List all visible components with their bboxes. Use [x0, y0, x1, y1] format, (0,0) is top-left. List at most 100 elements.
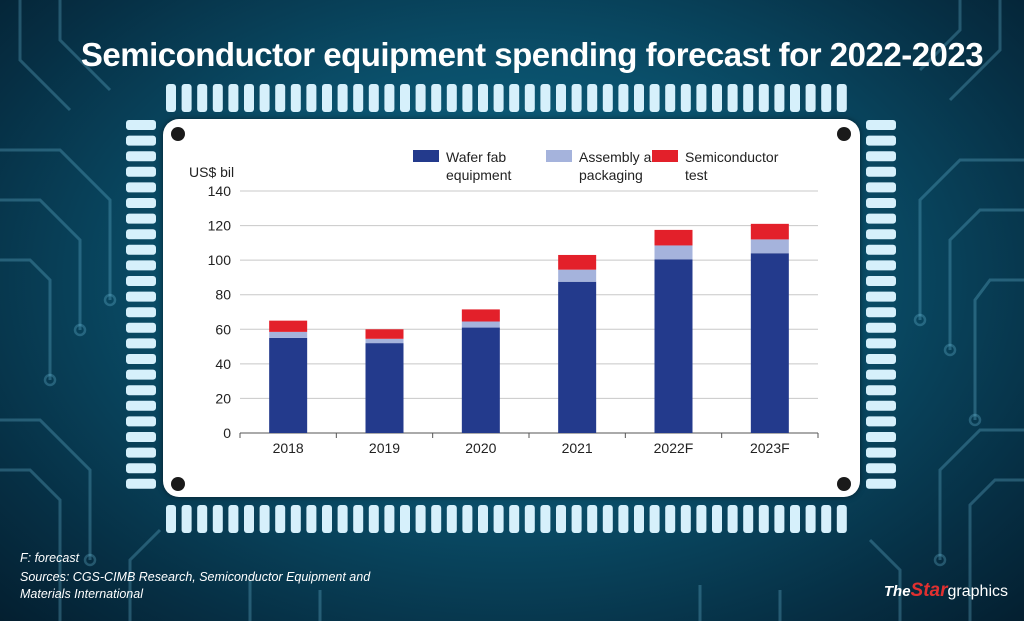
circuit-node: [83, 553, 97, 567]
chip-pin: [866, 276, 896, 286]
chip-pin: [478, 505, 488, 533]
chip-pin: [126, 400, 156, 411]
chip-pin: [866, 260, 896, 271]
chip-pin: [384, 84, 395, 112]
circuit-trace: [918, 158, 1024, 320]
chip-pin: [126, 260, 156, 271]
x-tick-label: 2023F: [750, 440, 790, 456]
chip-pin: [337, 505, 348, 533]
brand-logo: TheStargraphics: [884, 580, 1008, 602]
bar-segment: [558, 254, 597, 270]
chip-pin: [197, 84, 208, 112]
circuit-trace: [0, 148, 112, 300]
bar-segment: [461, 309, 500, 322]
chip-pin: [743, 505, 754, 533]
chip-pin: [415, 84, 426, 112]
y-tick-label: 20: [215, 390, 231, 406]
chip-pin: [126, 307, 156, 318]
chip-pin: [634, 84, 644, 112]
chip-pin: [634, 505, 644, 533]
legend-label: equipment: [446, 167, 511, 183]
chip-pin: [866, 478, 896, 489]
chip-pin: [126, 369, 156, 380]
chip-pin: [712, 505, 722, 533]
chip-pin: [774, 84, 785, 112]
circuit-trace: [868, 538, 902, 621]
legend-swatch: [652, 150, 678, 162]
chip-pin: [126, 135, 156, 146]
bar-segment: [365, 329, 404, 339]
circuit-trace: [968, 478, 1024, 621]
chip-pin: [166, 84, 176, 112]
chip-pin: [126, 182, 156, 193]
chip-pin: [126, 385, 156, 396]
chip-pin: [571, 505, 582, 533]
chip-pin: [866, 338, 896, 349]
chip-pin: [368, 84, 379, 112]
circuit-node: [43, 373, 57, 387]
bar-segment: [558, 269, 597, 282]
brand-the: The: [883, 583, 911, 600]
chip-pin: [602, 84, 613, 112]
chip-pin: [126, 244, 156, 255]
circuit-trace: [58, 0, 112, 92]
chip-pin: [866, 135, 896, 146]
circuit-node: [968, 413, 982, 427]
chip-pin: [821, 505, 832, 533]
circuit-trace: [0, 198, 82, 330]
chip-pin: [197, 505, 208, 533]
circuit-trace: [0, 418, 92, 560]
x-tick-label: 2021: [562, 440, 593, 456]
chip-pin: [181, 505, 192, 533]
chip-pin: [126, 229, 156, 240]
chip-pin: [337, 84, 348, 112]
corner-screw-icon: [837, 477, 851, 491]
chip-pin: [259, 505, 270, 533]
chip-pin: [821, 84, 832, 112]
chip-pin: [126, 291, 156, 302]
chip-pin: [540, 505, 551, 533]
chip-pin: [712, 84, 722, 112]
chip-pin: [866, 400, 896, 411]
chip-pin: [836, 505, 847, 533]
bar-segment: [750, 239, 789, 254]
chip-pin: [866, 385, 896, 396]
bar-segment: [365, 338, 404, 344]
circuit-node: [933, 553, 947, 567]
chip-pin: [866, 307, 896, 318]
chip-pin: [322, 505, 332, 533]
chip-pin: [649, 505, 660, 533]
chip-pin: [790, 505, 800, 533]
chip-pin: [446, 505, 457, 533]
chip-pin: [665, 84, 676, 112]
chip-pin: [353, 505, 364, 533]
chip-pin: [540, 84, 551, 112]
chip-pin: [587, 505, 598, 533]
chip-pin: [805, 505, 816, 533]
chip-pin: [126, 416, 156, 427]
chip-pin: [587, 84, 598, 112]
chip-pin: [275, 84, 286, 112]
legend-label: test: [685, 167, 708, 183]
bar-segment: [654, 229, 693, 246]
brand-graphics: graphics: [947, 583, 1008, 600]
chip-pin: [743, 84, 754, 112]
chip-pin: [866, 229, 896, 240]
chip-pin: [556, 505, 566, 533]
chip-pin: [866, 213, 896, 224]
chip-pin: [431, 84, 442, 112]
chip-pin: [212, 505, 223, 533]
chip-pin: [866, 447, 896, 458]
circuit-trace: [948, 208, 1024, 350]
chip-pin: [446, 84, 457, 112]
chip-pin: [126, 463, 156, 474]
chip-pin: [322, 84, 332, 112]
chip-pin: [509, 84, 520, 112]
chip-pin: [618, 84, 629, 112]
chip-pin: [228, 84, 239, 112]
chip-pin: [758, 505, 769, 533]
chip-pin: [524, 84, 535, 112]
bar-segment: [269, 337, 308, 433]
chip-pin: [866, 354, 896, 364]
chip-pin: [126, 432, 156, 442]
